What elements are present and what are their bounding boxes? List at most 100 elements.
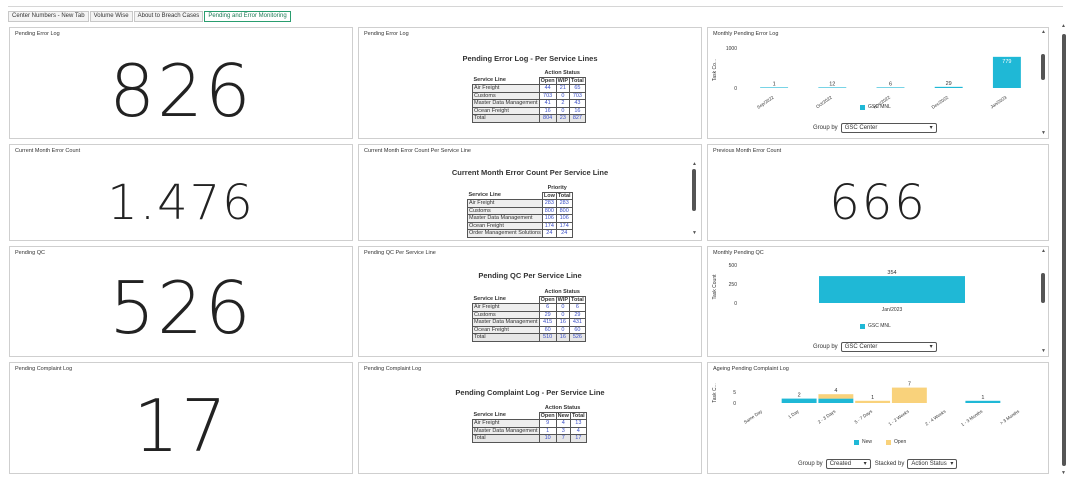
panel-scrollbar[interactable]: ▲ ▼ bbox=[692, 161, 697, 236]
pivot-cell[interactable]: 65 bbox=[569, 84, 586, 93]
pivot-cell[interactable]: 431 bbox=[569, 318, 586, 327]
group-by-control: Group by GSC Center ▾ bbox=[813, 342, 937, 352]
pivot-cell[interactable]: 3 bbox=[555, 426, 571, 435]
tab-pending-error-monitoring[interactable]: Pending and Error Monitoring bbox=[204, 11, 291, 22]
bar bbox=[818, 87, 847, 88]
group-by-select[interactable]: GSC Center ▾ bbox=[840, 123, 937, 133]
pivot-group-row: Action Status bbox=[473, 405, 587, 412]
pivot-cell[interactable]: 827 bbox=[569, 114, 586, 123]
scroll-up-icon[interactable]: ▲ bbox=[692, 161, 697, 167]
pivot-cell[interactable]: 0 bbox=[555, 91, 571, 100]
y-tick-label: 0 bbox=[733, 401, 736, 407]
pivot-cell[interactable]: 44 bbox=[538, 84, 557, 93]
scroll-up-icon[interactable]: ▲ bbox=[1041, 248, 1046, 254]
pivot-cell[interactable]: 21 bbox=[555, 84, 571, 93]
pivot-cell[interactable]: 10 bbox=[538, 434, 557, 443]
tab-center-numbers[interactable]: Center Numbers - New Tab bbox=[8, 11, 89, 22]
bar-new bbox=[965, 400, 1001, 403]
table-row: Ocean Freight 16 0 16 bbox=[472, 106, 586, 115]
pivot-column-header: Open bbox=[538, 411, 557, 420]
pivot-cell[interactable]: 283 bbox=[555, 199, 573, 208]
pivot-cell[interactable]: 800 bbox=[555, 206, 573, 215]
pivot-cell[interactable]: 283 bbox=[541, 199, 557, 208]
pivot-cell[interactable]: 0 bbox=[555, 106, 571, 115]
pivot-column-header: Total bbox=[555, 191, 573, 200]
panel-title: Pending QC bbox=[15, 250, 45, 256]
group-by-select[interactable]: Created ▾ bbox=[825, 459, 871, 469]
scroll-thumb[interactable] bbox=[1041, 273, 1045, 303]
data-label: 354 bbox=[887, 270, 896, 276]
stacked-by-select[interactable]: Action Status ▾ bbox=[907, 459, 958, 469]
page-scroll-thumb[interactable] bbox=[1062, 34, 1066, 466]
scroll-down-icon[interactable]: ▼ bbox=[692, 230, 697, 236]
pivot-cell[interactable]: 703 bbox=[569, 91, 586, 100]
pivot-cell[interactable]: 16 bbox=[555, 333, 571, 342]
pivot-cell[interactable]: 6 bbox=[569, 303, 586, 312]
group-by-select[interactable]: GSC Center ▾ bbox=[840, 342, 937, 352]
pivot-cell[interactable]: 16 bbox=[555, 318, 571, 327]
scroll-up-icon[interactable]: ▲ bbox=[1041, 29, 1046, 35]
scroll-down-icon[interactable]: ▼ bbox=[1041, 130, 1046, 136]
pivot-cell[interactable]: 6 bbox=[538, 303, 557, 312]
pivot-column-header: Total bbox=[569, 411, 587, 420]
panel-scrollbar[interactable]: ▲ ▼ bbox=[1041, 29, 1046, 136]
pivot-cell[interactable]: 4 bbox=[555, 419, 571, 428]
table-row: Total 804 23 827 bbox=[472, 114, 586, 123]
pivot-row-label: Ocean Freight bbox=[472, 106, 540, 115]
scroll-down-icon[interactable]: ▼ bbox=[1061, 470, 1066, 476]
pivot-column-header: Total bbox=[569, 76, 586, 85]
pivot-cell[interactable]: 29 bbox=[569, 310, 586, 319]
scroll-thumb[interactable] bbox=[1041, 54, 1045, 80]
pivot-cell[interactable]: 16 bbox=[538, 106, 557, 115]
pivot-cell[interactable]: 415 bbox=[538, 318, 557, 327]
pivot-cell[interactable]: 60 bbox=[538, 325, 557, 334]
group-by-control: Group by GSC Center ▾ bbox=[813, 123, 937, 133]
pivot-cell[interactable]: 16 bbox=[569, 106, 586, 115]
pivot-cell[interactable]: 174 bbox=[541, 221, 557, 230]
pivot-cell[interactable]: 0 bbox=[555, 310, 571, 319]
pivot-cell[interactable]: 2 bbox=[555, 99, 571, 108]
chart-legend: GSC MNL bbox=[860, 104, 891, 110]
pivot-cell[interactable]: 703 bbox=[538, 91, 557, 100]
bar-open bbox=[855, 400, 891, 403]
pivot-cell[interactable]: 106 bbox=[541, 214, 557, 223]
table-row: Customs 29 0 29 bbox=[472, 310, 586, 319]
tab-about-to-breach[interactable]: About to Breach Cases bbox=[133, 11, 204, 22]
scroll-down-icon[interactable]: ▼ bbox=[1041, 348, 1046, 354]
pivot-row-label: Air Freight bbox=[472, 419, 540, 428]
pivot-cell[interactable]: 41 bbox=[538, 99, 557, 108]
panel-title: Pending Complaint Log bbox=[15, 366, 73, 372]
pending-complaint-pivot-panel: Pending Complaint Log Pending Complaint … bbox=[358, 362, 702, 474]
pivot-cell[interactable]: 43 bbox=[569, 99, 586, 108]
pending-error-log-pivot-panel: Pending Error Log Pending Error Log - Pe… bbox=[358, 27, 702, 139]
pivot-cell[interactable]: 526 bbox=[569, 333, 586, 342]
pivot-cell[interactable]: 24 bbox=[541, 229, 557, 238]
table-row: Ocean Freight 60 0 60 bbox=[472, 325, 586, 334]
pivot-cell[interactable]: 29 bbox=[538, 310, 557, 319]
pivot-cell[interactable]: 4 bbox=[569, 426, 587, 435]
pivot-cell[interactable]: 1 bbox=[538, 426, 557, 435]
pivot-cell[interactable]: 13 bbox=[569, 419, 587, 428]
pivot-cell[interactable]: 800 bbox=[541, 206, 557, 215]
page-scrollbar[interactable]: ▲ ▼ bbox=[1061, 24, 1068, 476]
panel-scrollbar[interactable]: ▲ ▼ bbox=[1041, 248, 1046, 354]
pivot-cell[interactable]: 510 bbox=[538, 333, 557, 342]
pivot-cell[interactable]: 23 bbox=[555, 114, 571, 123]
pivot-cell[interactable]: 9 bbox=[538, 419, 557, 428]
pivot-group-row: Priority bbox=[468, 185, 573, 192]
pivot-cell[interactable]: 0 bbox=[555, 325, 571, 334]
pivot-cell[interactable]: 0 bbox=[555, 303, 571, 312]
pivot-row-label: Air Freight bbox=[467, 199, 543, 208]
pivot-cell[interactable]: 174 bbox=[555, 221, 573, 230]
scroll-thumb[interactable] bbox=[692, 169, 696, 211]
pivot-cell[interactable]: 60 bbox=[569, 325, 586, 334]
x-tick-label: 1 - 2 Weeks bbox=[887, 408, 910, 426]
pivot-cell[interactable]: 106 bbox=[555, 214, 573, 223]
pivot-cell[interactable]: 17 bbox=[569, 434, 587, 443]
pivot-group-row: Action Status bbox=[473, 289, 586, 296]
scroll-up-icon[interactable]: ▲ bbox=[1061, 23, 1066, 29]
pivot-cell[interactable]: 24 bbox=[555, 229, 573, 238]
tab-volume-wise[interactable]: Volume Wise bbox=[89, 11, 133, 22]
pivot-cell[interactable]: 804 bbox=[538, 114, 557, 123]
pivot-cell[interactable]: 7 bbox=[555, 434, 571, 443]
